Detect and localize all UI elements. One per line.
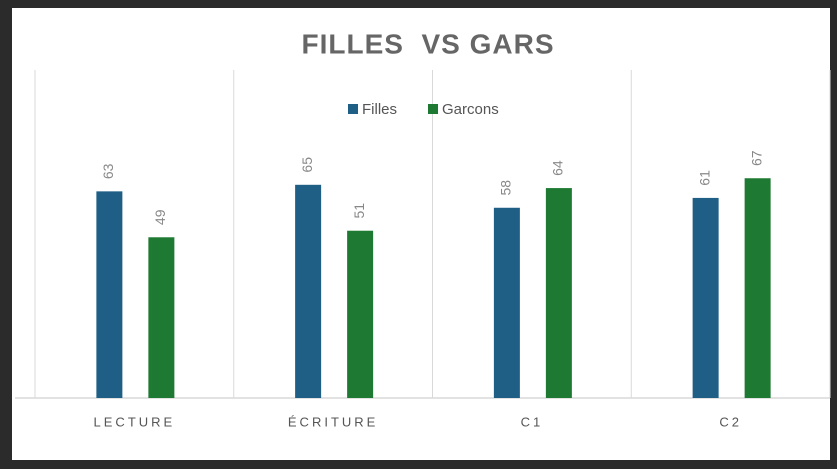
data-label: 67 — [748, 150, 764, 166]
bar — [295, 184, 322, 398]
x-tick-label: C1 — [521, 414, 544, 429]
legend-label: Garcons — [442, 101, 499, 118]
bar — [545, 188, 572, 398]
bar — [493, 207, 520, 398]
data-label: 61 — [696, 170, 712, 186]
data-label: 65 — [299, 157, 315, 173]
data-label: 63 — [100, 163, 116, 179]
chart-title: FILLES VS GARS — [301, 28, 554, 59]
data-label: 58 — [498, 180, 514, 196]
legend-swatch — [428, 104, 438, 114]
data-label: 49 — [152, 209, 168, 225]
bar — [96, 191, 123, 398]
x-tick-label: C2 — [719, 414, 742, 429]
legend-swatch — [348, 104, 358, 114]
bar — [148, 237, 175, 398]
x-tick-label: ÉCRITURE — [288, 414, 378, 429]
bar — [347, 230, 374, 398]
data-label: 64 — [550, 160, 566, 176]
data-label: 51 — [351, 203, 367, 219]
x-tick-label: LECTURE — [94, 414, 176, 429]
bar — [744, 178, 771, 398]
legend-label: Filles — [362, 101, 397, 118]
bar — [692, 197, 719, 398]
